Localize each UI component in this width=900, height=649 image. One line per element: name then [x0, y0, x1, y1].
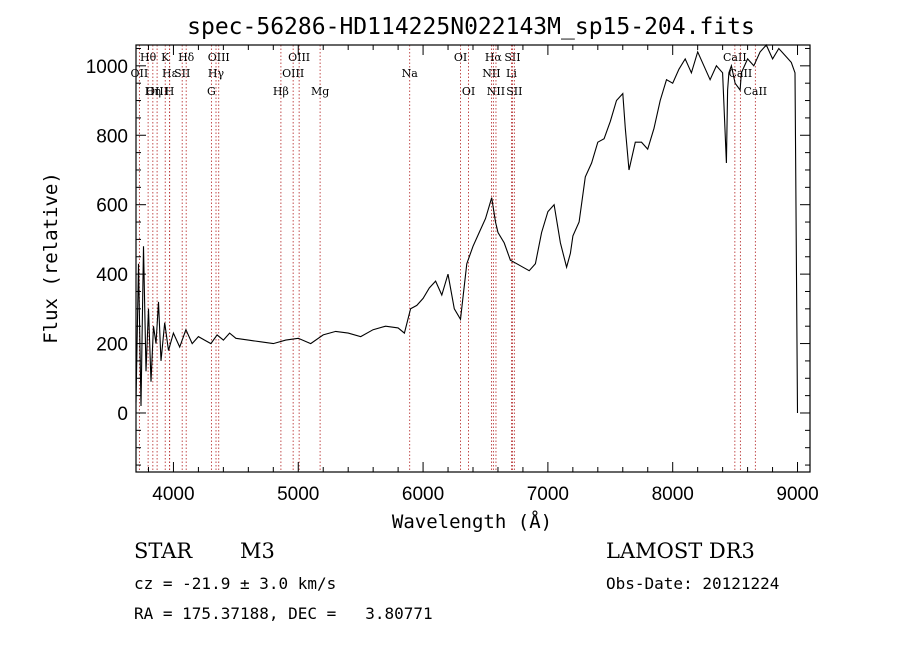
spectral-line-label: Na — [402, 67, 419, 80]
y-tick-label: 200 — [96, 335, 128, 356]
x-tick-label: 9000 — [776, 484, 818, 505]
y-tick-label: 600 — [96, 196, 128, 217]
spectral-line-label: Hγ — [208, 67, 225, 80]
spectral-line-label: NII — [487, 85, 505, 98]
y-tick-label: 1000 — [86, 57, 128, 78]
survey-name: LAMOST DR3 — [606, 539, 755, 563]
x-tick-label: 5000 — [277, 484, 319, 505]
spectral-line-label: CaII — [723, 51, 747, 64]
spectral-line-label: CaII — [729, 67, 753, 80]
spectral-line-label: Hδ — [178, 51, 195, 64]
spectral-line-label: Hθ — [140, 51, 157, 64]
spectral-line-label: OIII — [288, 51, 310, 64]
spectral-line-label: Li — [506, 67, 517, 80]
y-axis-label: Flux (relative) — [40, 172, 62, 344]
spectral-line-label: NII — [482, 67, 500, 80]
spectral-line-label: SII — [506, 85, 522, 98]
spectral-line-label: OIII — [146, 85, 168, 98]
spectral-line-label: Hη — [145, 85, 161, 98]
redshift-velocity: cz = -21.9 ± 3.0 km/s — [134, 574, 337, 593]
spectral-line-label: OIII — [208, 51, 230, 64]
x-tick-label: 4000 — [152, 484, 194, 505]
coordinates: RA = 175.37188, DEC = 3.80771 — [134, 604, 433, 623]
spectral-line-label: OI — [462, 85, 475, 98]
chart-title: spec-56286-HD114225N022143M_sp15-204.fit… — [187, 14, 755, 40]
spectral-line-label: OI — [454, 51, 467, 64]
spectral-line-label: G — [207, 85, 216, 98]
y-tick-label: 400 — [96, 265, 128, 286]
spectral-line-label: OII — [131, 67, 149, 80]
spectral-line-label: K — [161, 51, 170, 64]
plot-frame — [135, 44, 811, 473]
spectral-line-label: CaII — [743, 85, 767, 98]
x-axis-label: Wavelength (Å) — [392, 510, 552, 533]
spectral-line-label: Mg — [311, 85, 329, 98]
spectral-line-label: Hβ — [273, 85, 289, 98]
spectrum-series-line — [135, 44, 799, 414]
y-tick-label: 800 — [96, 126, 128, 147]
spectral-line-label: Hα — [485, 51, 503, 64]
spectral-line-label: SII — [504, 51, 520, 64]
spectral-line-label: SII — [174, 67, 190, 80]
x-tick-label: 7000 — [527, 484, 569, 505]
observation-date: Obs-Date: 20121224 — [606, 574, 780, 593]
y-tick-label: 0 — [117, 404, 128, 425]
spectral-line-label: OIII — [282, 67, 304, 80]
axis-ticks: 4000 5000 6000 7000 8000 9000 0 200 400 600 800 100… — [86, 45, 819, 505]
x-tick-label: 8000 — [652, 484, 694, 505]
object-subclass: M3 — [240, 539, 275, 563]
object-class: STAR — [134, 539, 193, 563]
x-tick-label: 6000 — [402, 484, 444, 505]
spectral-line-label: H — [165, 85, 175, 98]
